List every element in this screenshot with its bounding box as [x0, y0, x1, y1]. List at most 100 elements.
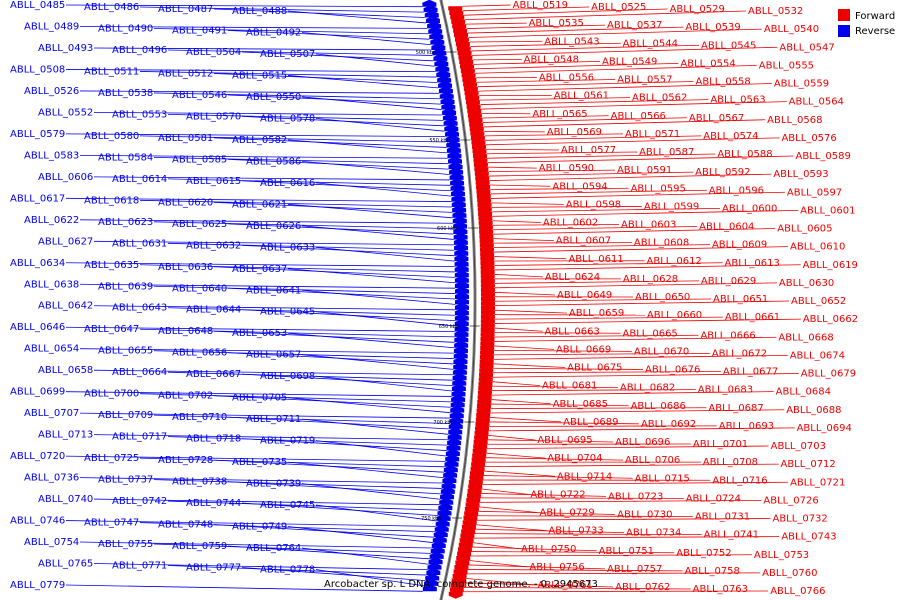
leader-line [494, 336, 777, 342]
forward-gene-label: ABLL_0688 [786, 405, 841, 416]
reverse-gene-arrow [454, 329, 469, 337]
reverse-gene-arrow [454, 292, 469, 299]
leader-line [482, 481, 789, 485]
reverse-gene-arrow [436, 70, 451, 78]
leader-line [79, 219, 453, 224]
reverse-gene-label: ABLL_0580 [84, 131, 139, 142]
forward-gene-label: ABLL_0601 [800, 205, 855, 216]
forward-gene-label: ABLL_0603 [621, 220, 676, 231]
reverse-gene-arrow [445, 448, 460, 456]
forward-gene-label: ABLL_0683 [698, 385, 753, 396]
reverse-gene-label: ABLL_0748 [158, 520, 213, 531]
reverse-gene-label: ABLL_0623 [98, 217, 153, 228]
forward-gene-label: ABLL_0676 [645, 365, 700, 376]
reverse-gene-arrow [451, 384, 466, 392]
reverse-gene-label: ABLL_0570 [186, 111, 241, 122]
leader-line [241, 567, 426, 581]
leader-line [491, 391, 774, 396]
forward-gene-label: ABLL_0696 [615, 437, 670, 448]
leader-line [485, 137, 780, 146]
reverse-gene-label: ABLL_0507 [260, 49, 315, 60]
forward-gene-label: ABLL_0588 [717, 149, 772, 160]
reverse-gene-label: ABLL_0707 [24, 408, 79, 419]
leader-line [486, 151, 638, 155]
leader-line [287, 461, 444, 479]
reverse-gene-arrow [454, 248, 469, 256]
leader-line [481, 101, 787, 110]
leader-line [494, 318, 801, 324]
leader-line [491, 389, 696, 392]
leader-line [153, 414, 450, 424]
forward-gene-label: ABLL_0677 [723, 367, 778, 378]
leader-line [93, 369, 453, 376]
leader-line [93, 176, 450, 181]
forward-gene-label: ABLL_0543 [544, 36, 599, 47]
leader-line [65, 520, 436, 527]
forward-gene-label: ABLL_0577 [561, 145, 616, 156]
forward-gene-label: ABLL_0558 [695, 77, 750, 88]
reverse-gene-arrow [451, 199, 466, 207]
reverse-gene-arrow [427, 562, 442, 570]
forward-gene-label: ABLL_0751 [599, 546, 654, 557]
forward-gene-label: ABLL_0539 [685, 22, 740, 33]
forward-gene-label: ABLL_0624 [545, 272, 600, 283]
forward-gene-label: ABLL_0660 [647, 310, 702, 321]
forward-gene-label: ABLL_0693 [719, 421, 774, 432]
leader-line [493, 242, 632, 244]
leader-line [468, 26, 684, 34]
reverse-gene-label: ABLL_0552 [38, 107, 93, 118]
reverse-gene-label: ABLL_0637 [232, 264, 287, 275]
forward-gene-label: ABLL_0715 [635, 473, 690, 484]
forward-gene-label: ABLL_0685 [553, 399, 608, 410]
reverse-gene-arrow [452, 216, 467, 224]
forward-gene-label: ABLL_0611 [568, 254, 623, 265]
leader-line [93, 498, 440, 506]
reverse-gene-label: ABLL_0511 [84, 66, 139, 77]
reverse-gene-label: ABLL_0755 [98, 539, 153, 550]
leader-line [315, 53, 435, 67]
reverse-gene-label: ABLL_0713 [38, 430, 93, 441]
reverse-gene-arrow [431, 43, 446, 51]
forward-gene-label: ABLL_0567 [689, 113, 744, 124]
leader-line [467, 569, 683, 572]
forward-gene-label: ABLL_0731 [695, 512, 750, 523]
reverse-gene-arrow [454, 319, 469, 327]
forward-gene-label: ABLL_0600 [722, 203, 777, 214]
forward-gene-label: ABLL_0766 [770, 586, 825, 597]
reverse-gene-label: ABLL_0620 [158, 197, 213, 208]
reverse-gene-arrow [437, 508, 452, 516]
leader-line [301, 289, 456, 305]
reverse-gene-arrow [454, 281, 469, 289]
reverse-gene-label: ABLL_0635 [84, 260, 139, 271]
reverse-gene-label: ABLL_0653 [232, 328, 287, 339]
leader-line [213, 137, 447, 148]
forward-gene-label: ABLL_0760 [762, 568, 817, 579]
forward-gene-label: ABLL_0613 [725, 258, 780, 269]
forward-gene-label: ABLL_0704 [547, 453, 602, 464]
tick-label: 500 kbp [416, 50, 436, 56]
leader-line [153, 92, 440, 100]
reverse-gene-arrow [436, 513, 451, 521]
leader-line [494, 298, 712, 302]
leader-line [139, 264, 455, 273]
forward-gene-label: ABLL_0726 [763, 495, 818, 506]
reverse-gene-arrow [440, 492, 455, 500]
leader-line [470, 42, 621, 47]
forward-gene-label: ABLL_0535 [529, 18, 584, 29]
reverse-gene-label: ABLL_0779 [10, 580, 65, 591]
leader-line [93, 305, 455, 311]
reverse-gene-label: ABLL_0646 [10, 322, 65, 333]
position-ticks: 500 kbp 550 kbp 600 kbp 650 kbp 700 kbp 750 k… [416, 50, 480, 522]
forward-gene-label: ABLL_0692 [641, 419, 696, 430]
leader-line [93, 563, 428, 571]
leader-line [315, 440, 446, 457]
reverse-gene-arrow [439, 91, 454, 99]
reverse-gene-label: ABLL_0710 [172, 412, 227, 423]
leader-line [473, 536, 780, 539]
reverse-gene-label: ABLL_0648 [158, 326, 213, 337]
reverse-gene-label: ABLL_0667 [186, 369, 241, 380]
forward-gene-label: ABLL_0532 [748, 6, 803, 17]
leader-line [478, 510, 616, 515]
reverse-gene-arrow [451, 389, 466, 397]
reverse-gene-arrow [443, 470, 458, 478]
